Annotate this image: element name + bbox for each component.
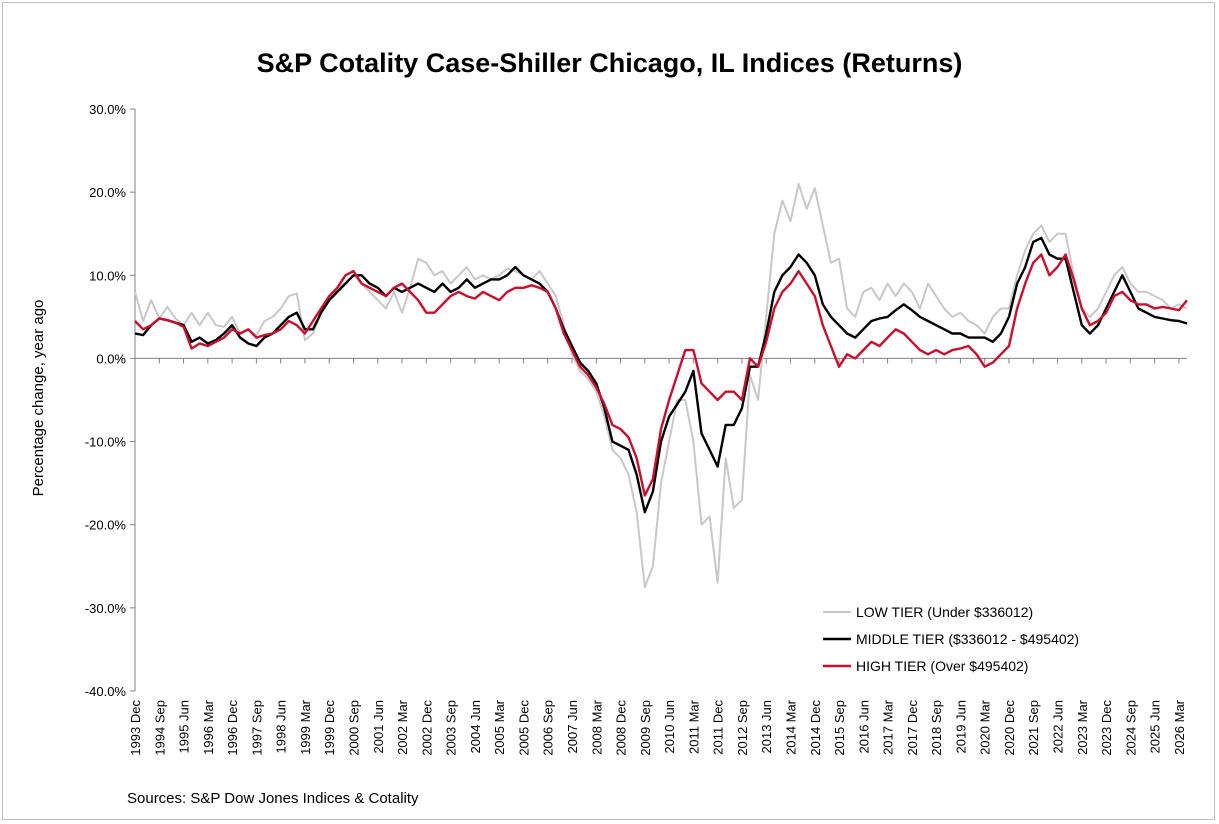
y-tick-label: 20.0% xyxy=(89,185,126,200)
x-tick-label: 2023 Mar xyxy=(1075,699,1090,755)
x-tick-label: 1994 Sep xyxy=(152,700,167,756)
x-tick-label: 2026 Mar xyxy=(1172,699,1187,755)
x-tick-label: 2021 Sep xyxy=(1026,700,1041,756)
x-tick-label: 2008 Dec xyxy=(614,700,629,756)
y-axis-label: Percentage change, year ago xyxy=(30,300,47,497)
x-tick-label: 2018 Sep xyxy=(929,700,944,756)
legend-label: LOW TIER (Under $336012) xyxy=(856,604,1033,620)
x-tick-label: 1996 Dec xyxy=(225,700,240,756)
x-tick-label: 2011 Dec xyxy=(711,700,726,755)
x-tick-label: 2024 Sep xyxy=(1123,700,1138,756)
x-tick-label: 2019 Jun xyxy=(953,700,968,754)
x-tick-label: 2002 Mar xyxy=(395,699,410,755)
x-tick-label: 2014 Dec xyxy=(808,700,823,756)
series-line-middle-tier xyxy=(134,236,1188,514)
x-tick-label: 2004 Jun xyxy=(468,700,483,754)
x-tick-label: 2006 Sep xyxy=(541,700,556,756)
x-axis: 1993 Dec 1994 Sep 1995 Jun 1996 Mar 1996 Dec… xyxy=(128,357,1187,756)
x-tick-label: 1999 Mar xyxy=(298,699,313,755)
x-tick-label: 2023 Dec xyxy=(1099,700,1114,756)
x-tick-label: 2020 Mar xyxy=(978,699,993,755)
legend-label: HIGH TIER (Over $495402) xyxy=(856,658,1028,674)
x-tick-label: 2012 Sep xyxy=(735,700,750,756)
x-tick-label: 2014 Mar xyxy=(783,699,798,755)
y-tick-label: -20.0% xyxy=(85,518,127,533)
y-tick-label: 0.0% xyxy=(96,351,126,366)
legend-label: MIDDLE TIER ($336012 - $495402) xyxy=(856,631,1079,647)
series-line-low-tier xyxy=(134,182,1188,589)
x-tick-label: 2025 Jun xyxy=(1148,700,1163,754)
x-tick-label: 2001 Jun xyxy=(371,700,386,754)
y-axis: 30.0% 20.0% 10.0% 0.0% -10.0% -20.0% -30.0% -40… xyxy=(85,102,136,699)
x-tick-label: 1993 Dec xyxy=(128,700,143,756)
x-tick-label: 2000 Sep xyxy=(346,700,361,756)
x-tick-label: 2010 Jun xyxy=(662,700,677,754)
x-tick-label: 2007 Jun xyxy=(565,700,580,754)
x-tick-label: 2017 Mar xyxy=(881,699,896,755)
y-tick-label: 10.0% xyxy=(89,268,126,283)
series-layer xyxy=(134,182,1188,589)
x-tick-label: 1998 Jun xyxy=(274,700,289,754)
y-tick-label: -40.0% xyxy=(85,684,127,699)
x-tick-label: 2008 Mar xyxy=(589,699,604,755)
series-line-high-tier xyxy=(134,253,1188,497)
x-tick-label: 2022 Jun xyxy=(1051,700,1066,754)
x-tick-label: 1996 Mar xyxy=(201,699,216,755)
x-tick-label: 1995 Jun xyxy=(177,700,192,754)
x-tick-label: 2005 Mar xyxy=(492,699,507,755)
x-tick-label: 2005 Dec xyxy=(516,700,531,756)
y-tick-label: 30.0% xyxy=(89,102,126,117)
chart-title: S&P Cotality Case-Shiller Chicago, IL In… xyxy=(256,48,963,78)
x-tick-label: 1997 Sep xyxy=(249,700,264,756)
x-tick-label: 2015 Sep xyxy=(832,700,847,756)
legend: LOW TIER (Under $336012) MIDDLE TIER ($33… xyxy=(823,604,1079,674)
x-tick-label: 2009 Sep xyxy=(638,700,653,756)
y-tick-label: -30.0% xyxy=(85,601,127,616)
x-tick-label: 2011 Mar xyxy=(686,699,701,754)
x-tick-label: 2013 Jun xyxy=(759,700,774,754)
x-tick-label: 2002 Dec xyxy=(419,700,434,756)
x-tick-label: 1999 Dec xyxy=(322,700,337,756)
x-tick-label: 2016 Jun xyxy=(856,700,871,754)
x-tick-label: 2017 Dec xyxy=(905,700,920,756)
y-tick-label: -10.0% xyxy=(85,435,127,450)
source-note: Sources: S&P Dow Jones Indices & Cotalit… xyxy=(127,790,419,807)
x-tick-label: 2020 Dec xyxy=(1002,700,1017,756)
x-tick-label: 2003 Sep xyxy=(444,700,459,756)
